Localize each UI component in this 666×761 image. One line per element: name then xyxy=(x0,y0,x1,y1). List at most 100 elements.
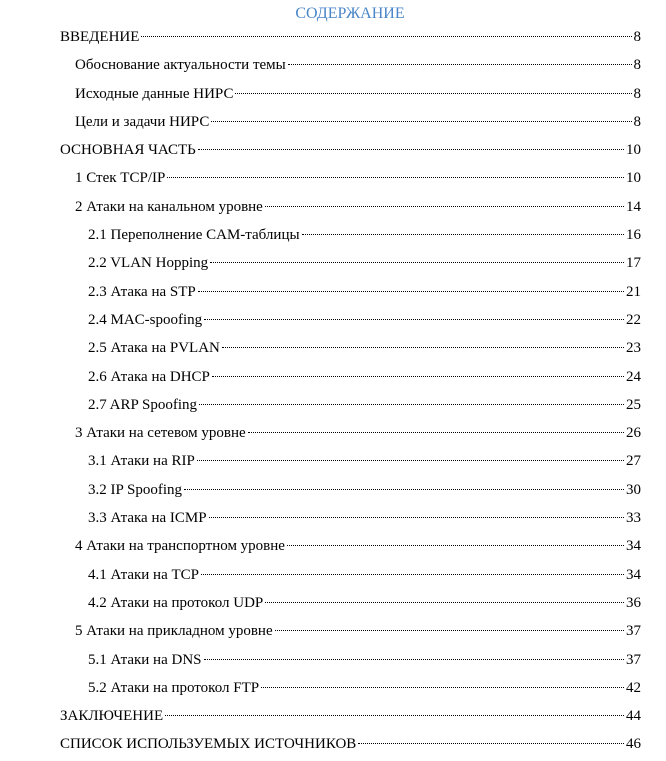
toc-entry-page: 8 xyxy=(633,29,642,45)
toc-entry-label: 2.3 Атака на STP xyxy=(88,283,196,300)
toc-entry-label: 4 Атаки на транспортном уровне xyxy=(75,538,285,555)
toc-entry[interactable]: Обоснование актуальности темы 8 xyxy=(60,51,641,79)
dot-leader xyxy=(286,545,624,547)
toc-entry-label: 2.6 Атака на DHCP xyxy=(88,368,210,385)
toc-entry-label: 2.1 Переполнение CAM-таблицы xyxy=(88,227,300,244)
dot-leader xyxy=(210,262,624,264)
dot-leader xyxy=(221,347,624,349)
toc-entry[interactable]: 2.2 VLAN Hopping 17 xyxy=(60,249,641,277)
toc-entry-label: 4.2 Атаки на протокол UDP xyxy=(88,594,264,611)
toc-entry[interactable]: 4.2 Атаки на протокол UDP 36 xyxy=(60,589,641,617)
toc-entry-page: 33 xyxy=(626,510,641,527)
toc-entry-page: 44 xyxy=(626,708,641,725)
toc-entry[interactable]: 2.6 Атака на DHCP 24 xyxy=(60,363,641,391)
toc-entry[interactable]: 3.1 Атаки на RIP 27 xyxy=(60,447,641,475)
toc-entry-label: 3 Атаки на сетевом уровне xyxy=(75,425,246,442)
dot-leader xyxy=(184,488,624,490)
toc-entry-label: ОСНОВНАЯ ЧАСТЬ xyxy=(60,142,196,159)
toc-entry-label: ЗАКЛЮЧЕНИЕ xyxy=(60,708,164,725)
dot-leader xyxy=(204,318,624,320)
toc-entry-page: 23 xyxy=(626,340,641,357)
toc-entry-label: ВВЕДЕНИЕ xyxy=(60,29,140,45)
toc-entry-page: 24 xyxy=(626,368,641,385)
dot-leader xyxy=(247,432,624,434)
toc-entry[interactable]: 5.2 Атаки на протокол FTP 42 xyxy=(60,674,641,702)
toc-entry[interactable]: 5 Атаки на прикладном уровне 37 xyxy=(60,617,641,645)
dot-leader xyxy=(201,573,624,575)
toc-entry-label: 2.2 VLAN Hopping xyxy=(88,255,209,272)
toc-entry-label: 2.7 ARP Spoofing xyxy=(88,396,198,413)
toc-entry-page: 42 xyxy=(626,679,641,696)
toc-entry-page: 25 xyxy=(626,396,641,413)
toc-entry-page: 17 xyxy=(626,255,641,272)
dot-leader xyxy=(197,149,624,151)
toc-entry[interactable]: 5.1 Атаки на DNS 37 xyxy=(60,646,641,674)
toc-entry[interactable]: ОСНОВНАЯ ЧАСТЬ 10 xyxy=(60,136,641,164)
dot-leader xyxy=(301,234,624,236)
toc-entry-label: Цели и задачи НИРС xyxy=(75,113,210,130)
toc-entry[interactable]: 3 Атаки на сетевом уровне 26 xyxy=(60,419,641,447)
toc-entry[interactable]: 4.1 Атаки на TCP 34 xyxy=(60,561,641,589)
toc-entry[interactable]: 2 Атаки на канальном уровне 14 xyxy=(60,193,641,221)
toc-entry-page: 10 xyxy=(626,170,641,187)
toc-entry-label: 1 Стек TCP/IP xyxy=(75,170,166,187)
toc-entry-page: 8 xyxy=(633,113,642,130)
dot-leader xyxy=(199,403,624,405)
toc-entry[interactable]: 2.3 Атака на STP 21 xyxy=(60,278,641,306)
toc-entry[interactable]: 4 Атаки на транспортном уровне 34 xyxy=(60,532,641,560)
dot-leader xyxy=(197,290,624,292)
table-of-contents: ВВЕДЕНИЕ 8 Обоснование актуальности темы 8 И… xyxy=(60,23,641,759)
toc-entry-page: 8 xyxy=(633,57,642,74)
toc-entry[interactable]: ВВЕДЕНИЕ 8 xyxy=(60,23,641,51)
toc-entry[interactable]: 2.7 ARP Spoofing 25 xyxy=(60,391,641,419)
dot-leader xyxy=(358,743,624,745)
toc-entry[interactable]: 2.4 MAC-spoofing 22 xyxy=(60,306,641,334)
toc-entry-page: 16 xyxy=(626,227,641,244)
dot-leader xyxy=(165,715,624,717)
toc-entry[interactable]: 2.1 Переполнение CAM-таблицы 16 xyxy=(60,221,641,249)
toc-entry-label: 2 Атаки на канальном уровне xyxy=(75,198,263,215)
dot-leader xyxy=(235,92,632,94)
toc-entry-label: Исходные данные НИРС xyxy=(75,85,234,102)
toc-entry-page: 36 xyxy=(626,594,641,611)
dot-leader xyxy=(287,64,632,66)
toc-entry-page: 27 xyxy=(626,453,641,470)
dot-leader xyxy=(211,375,624,377)
toc-entry[interactable]: ЗАКЛЮЧЕНИЕ 44 xyxy=(60,702,641,730)
toc-entry-label: СПИСОК ИСПОЛЬЗУЕМЫХ ИСТОЧНИКОВ xyxy=(60,736,357,753)
dot-leader xyxy=(261,686,624,688)
toc-entry[interactable]: Исходные данные НИРС 8 xyxy=(60,80,641,108)
toc-entry-page: 37 xyxy=(626,623,641,640)
toc-entry-label: 3.3 Атака на ICMP xyxy=(88,510,207,527)
toc-entry-page: 30 xyxy=(626,481,641,498)
toc-entry[interactable]: 2.5 Атака на PVLAN 23 xyxy=(60,334,641,362)
toc-entry-page: 22 xyxy=(626,311,641,328)
toc-entry-label: Обоснование актуальности темы xyxy=(75,57,286,74)
toc-entry[interactable]: Цели и задачи НИРС 8 xyxy=(60,108,641,136)
dot-leader xyxy=(264,205,624,207)
toc-entry-label: 5.2 Атаки на протокол FTP xyxy=(88,679,260,696)
dot-leader xyxy=(203,658,624,660)
toc-entry-page: 26 xyxy=(626,425,641,442)
toc-entry-label: 2.4 MAC-spoofing xyxy=(88,311,203,328)
toc-entry-page: 37 xyxy=(626,651,641,668)
dot-leader xyxy=(167,177,624,179)
toc-entry[interactable]: СПИСОК ИСПОЛЬЗУЕМЫХ ИСТОЧНИКОВ 46 xyxy=(60,730,641,758)
toc-entry[interactable]: 3.3 Атака на ICMP 33 xyxy=(60,504,641,532)
dot-leader xyxy=(196,460,624,462)
toc-entry-label: 3.1 Атаки на RIP xyxy=(88,453,195,470)
toc-entry-page: 46 xyxy=(626,736,641,753)
dot-leader xyxy=(274,630,624,632)
toc-entry-label: 5.1 Атаки на DNS xyxy=(88,651,202,668)
toc-entry-page: 34 xyxy=(626,566,641,583)
toc-entry-page: 10 xyxy=(626,142,641,159)
toc-entry-label: 3.2 IP Spoofing xyxy=(88,481,183,498)
toc-entry-label: 2.5 Атака на PVLAN xyxy=(88,340,220,357)
toc-entry-page: 14 xyxy=(626,198,641,215)
dot-leader xyxy=(141,36,632,37)
dot-leader xyxy=(208,517,624,519)
toc-entry[interactable]: 1 Стек TCP/IP 10 xyxy=(60,164,641,192)
toc-entry[interactable]: 3.2 IP Spoofing 30 xyxy=(60,476,641,504)
dot-leader xyxy=(211,120,632,122)
toc-entry-page: 34 xyxy=(626,538,641,555)
